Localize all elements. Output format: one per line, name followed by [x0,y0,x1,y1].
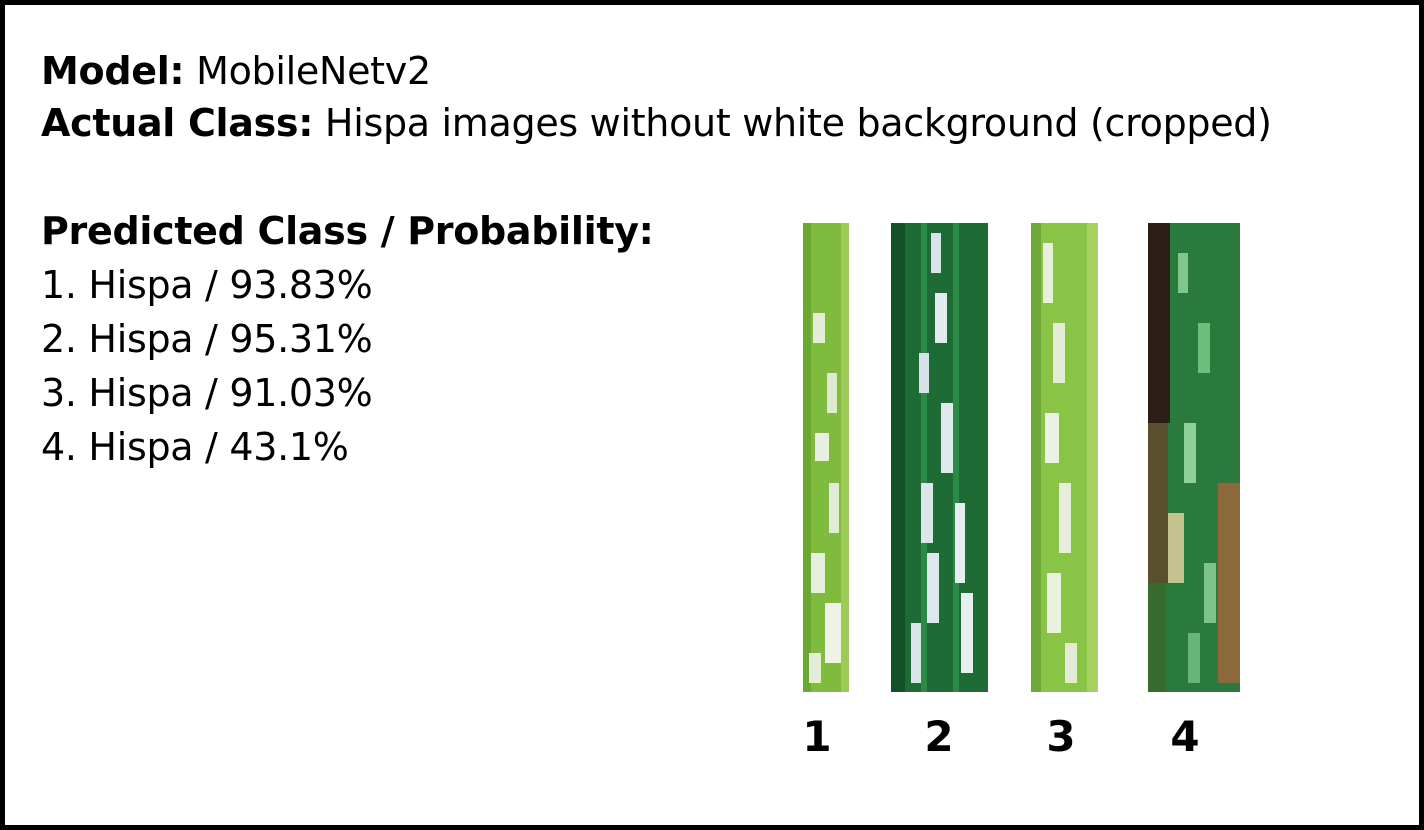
prediction-item-1: 1. Hispa / 93.83% [41,263,373,307]
prediction-item-3: 3. Hispa / 91.03% [41,371,373,415]
leaf-image-1 [803,223,849,692]
leaf-image-4 [1148,223,1240,692]
model-value: MobileNetv2 [196,49,431,93]
actual-class-value: Hispa images without white background (c… [324,101,1272,145]
predicted-heading: Predicted Class / Probability: [41,209,654,253]
model-line: Model: MobileNetv2 [41,49,431,93]
image-label-1: 1 [802,712,832,761]
actual-class-label: Actual Class: [41,101,314,145]
prediction-item-4: 4. Hispa / 43.1% [41,425,349,469]
prediction-item-2: 2. Hispa / 95.31% [41,317,373,361]
image-label-4: 4 [1170,712,1200,761]
image-label-2: 2 [924,712,954,761]
actual-class-line: Actual Class: Hispa images without white… [41,101,1272,145]
image-label-3: 3 [1046,712,1076,761]
leaf-image-3 [1031,223,1098,692]
model-label: Model: [41,49,185,93]
leaf-image-2 [891,223,988,692]
